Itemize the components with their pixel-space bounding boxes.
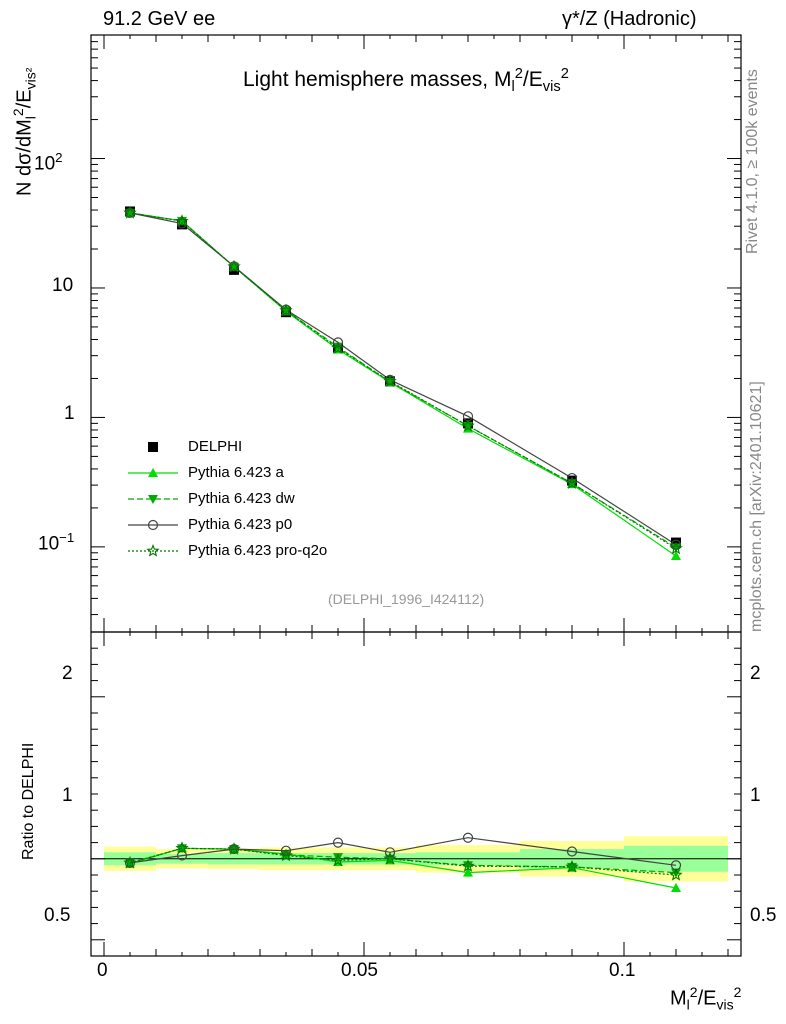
- xtick-label-0.05: 0.05: [341, 960, 378, 981]
- legend-label-pro: Pythia 6.423 pro-q2o: [188, 542, 328, 559]
- ratio-point-a: [671, 882, 681, 892]
- ratio-point-pro: [227, 842, 241, 855]
- ratio-point-pro: [565, 859, 579, 873]
- chart-title: Light hemisphere masses, Ml2/Evis2: [243, 66, 569, 96]
- ratio-ytick-left-1: 1: [62, 785, 73, 806]
- ratio-point-p0: [280, 845, 292, 856]
- legend-label-a: Pythia 6.423 a: [188, 464, 284, 481]
- ratio-point-pro: [175, 841, 189, 854]
- point-dw: [671, 543, 681, 553]
- ratio-line-p0: [129, 837, 677, 866]
- point-p0: [332, 337, 344, 348]
- ratio-point-pro: [279, 848, 293, 862]
- ratio-ytick-right-0.5: 0.5: [750, 905, 777, 926]
- ytick-label-1: 1: [64, 403, 75, 424]
- ratio-point-pro: [123, 855, 137, 869]
- point-p0: [670, 539, 682, 550]
- point-pro: [331, 341, 345, 354]
- ratio-point-dw: [333, 853, 343, 863]
- rivet-version-text: Rivet 4.1.0, ≥ 100k events: [744, 69, 761, 254]
- legend-marker-dw: [148, 495, 158, 504]
- ratio-point-p0: [462, 832, 474, 843]
- main-y-axis-label: N dσ/dMl2/Evis²: [10, 67, 39, 196]
- ytick-label-1e-1: 10−1: [38, 530, 75, 555]
- ratio-point-pro: [461, 859, 475, 872]
- point-pro: [123, 205, 137, 219]
- point-pro: [461, 418, 475, 432]
- point-dw: [333, 342, 343, 352]
- point-p0: [176, 218, 188, 229]
- ratio-point-dw: [671, 868, 681, 878]
- point-pro: [279, 303, 293, 317]
- analysis-id-annotation: (DELPHI_1996_I424112): [328, 591, 485, 607]
- point-pro: [227, 259, 241, 273]
- legend-marker-p0: [147, 519, 159, 531]
- ratio-point-p0: [332, 837, 344, 848]
- ratio-point-p0: [384, 847, 396, 858]
- legend-marker-a: [148, 468, 158, 477]
- legend-marker-data: [148, 442, 158, 452]
- legend-marker-pro: [146, 544, 160, 557]
- ratio-point-a: [463, 867, 473, 877]
- point-pro: [383, 374, 397, 387]
- ratio-ytick-right-1: 1: [750, 785, 761, 806]
- ratio-ytick-right-2: 2: [750, 663, 761, 684]
- header-process: γ*/Z (Hadronic): [562, 8, 697, 30]
- xtick-label-0.1: 0.1: [609, 960, 636, 981]
- point-pro: [175, 214, 189, 227]
- ratio-frame: [90, 631, 742, 957]
- ytick-label-1e2: 102: [34, 150, 63, 175]
- header-energy: 91.2 GeV ee: [103, 8, 216, 30]
- point-p0: [566, 472, 578, 484]
- point-a: [671, 551, 681, 561]
- point-dw: [385, 377, 395, 387]
- ratio-ytick-left-2: 2: [62, 663, 73, 684]
- legend-label-p0: Pythia 6.423 p0: [188, 516, 293, 533]
- ratio-ytick-left-0.5: 0.5: [44, 905, 71, 926]
- ratio-point-pro: [331, 853, 345, 867]
- xtick-label-0: 0: [97, 960, 108, 981]
- ratio-point-pro: [669, 868, 683, 881]
- series-line-pro: [129, 212, 677, 550]
- x-axis-label: Ml2/Evis2: [670, 984, 742, 1013]
- point-pro: [565, 476, 579, 489]
- ratio-point-p0: [566, 846, 578, 857]
- point-pro: [669, 541, 683, 555]
- ratio-y-axis-label: Ratio to DELPHI: [20, 742, 37, 860]
- legend-label-dw: Pythia 6.423 dw: [188, 490, 295, 507]
- mcplots-reference-text: mcplots.cern.ch [arXiv:2401.10621]: [748, 381, 765, 632]
- ratio-point-pro: [383, 851, 397, 865]
- ytick-label-10: 10: [52, 275, 74, 296]
- legend-label-data: DELPHI: [188, 438, 243, 455]
